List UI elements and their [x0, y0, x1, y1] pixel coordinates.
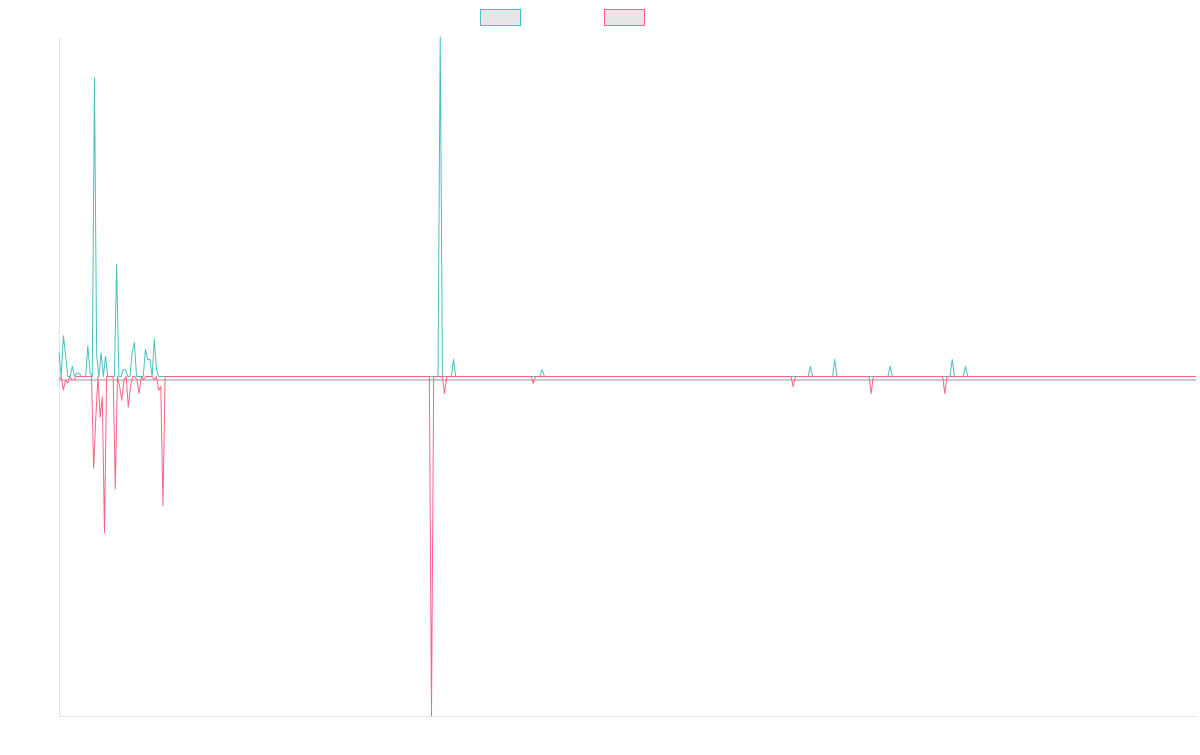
legend-swatch-1[interactable]	[480, 9, 521, 26]
series-line-2[interactable]	[58, 376, 1196, 717]
legend[interactable]	[480, 9, 645, 26]
series-layer	[58, 36, 1196, 717]
legend-swatch-2[interactable]	[604, 9, 645, 26]
series-line-1[interactable]	[58, 36, 1196, 377]
